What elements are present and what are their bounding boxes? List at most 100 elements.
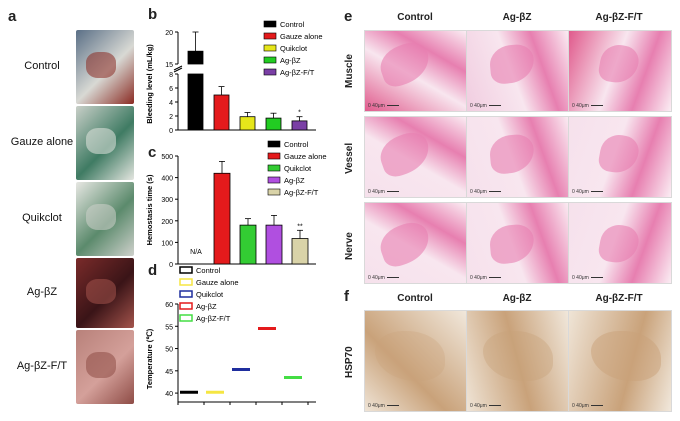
tissue-blob — [375, 331, 445, 381]
hemostasis-chart: 0 100 200 300 400 500 Hemostasis time (s) N/A **… — [145, 140, 327, 269]
bar-0-lower — [187, 73, 204, 131]
y-tick-label: 400 — [161, 176, 173, 183]
legend-swatch-3 — [179, 302, 193, 310]
tissue-blob — [483, 331, 553, 381]
scale-bar: 0 40μm — [470, 275, 501, 281]
he-tile-2-2: 0 40μm — [568, 202, 672, 284]
legend-label-2: Quikclot — [196, 290, 224, 299]
scale-bar-line — [386, 191, 399, 193]
scale-bar: 0 40μm — [368, 403, 399, 409]
row-label-2: Quikclot — [22, 212, 62, 224]
legend-label-0: Control — [284, 140, 309, 149]
photo-3 — [76, 258, 134, 328]
panel-c-letter: c — [148, 144, 157, 161]
axis-break-mark — [173, 65, 183, 71]
tissue-blob — [488, 133, 536, 175]
bleeding-chart: 0 2 4 6 8 15 20 Bleeding level (mL/kg) * Control G… — [145, 20, 323, 135]
tissue-blob — [375, 127, 435, 181]
col-title-1: Ag-βZ — [502, 12, 532, 23]
legend-label-3: Ag-βZ — [196, 302, 217, 311]
col-title-0: Control — [397, 12, 433, 23]
y-tick-label: 0 — [169, 262, 173, 269]
legend-label-4: Ag-βZ-F/T — [284, 188, 319, 197]
temperature-chart: 40 45 50 55 60 Temperature (℃) Control Gauze al… — [145, 266, 316, 405]
legend-swatch-2 — [179, 290, 193, 298]
legend-label-3: Ag-βZ — [280, 56, 301, 65]
tissue-blob — [375, 217, 435, 271]
photo-detail — [86, 204, 116, 231]
tissue-blob — [591, 331, 661, 381]
y-axis-label: Bleeding level (mL/kg) — [145, 44, 154, 124]
y-tick-label: 2 — [169, 114, 173, 121]
scale-bar: 0 40μm — [572, 103, 603, 109]
scale-bar-line — [488, 105, 501, 107]
he-tile-0-2: 0 40μm — [568, 30, 672, 112]
legend-swatch-2 — [263, 44, 277, 52]
photo-detail — [86, 279, 116, 304]
row-label-0: Control — [24, 60, 60, 72]
y-tick-label: 8 — [169, 72, 173, 79]
y-axis-label: Temperature (℃) — [145, 328, 154, 389]
he-tile-1-0: 0 40μm — [364, 116, 468, 198]
legend-label-3: Ag-βZ — [284, 176, 305, 185]
row-title-1: Vessel — [344, 142, 355, 174]
legend-swatch-0 — [263, 20, 277, 28]
scale-bar: 0 40μm — [572, 403, 603, 409]
bar-1 — [213, 94, 230, 131]
tissue-blob — [375, 37, 435, 91]
legend-label-2: Quikclot — [284, 164, 312, 173]
y-tick-label: 55 — [165, 324, 173, 331]
panel-f-letter: f — [344, 288, 349, 305]
y-tick-label: 15 — [165, 62, 173, 69]
photo-detail — [86, 128, 116, 155]
photo-detail — [86, 352, 116, 379]
bar-0-upper — [187, 50, 204, 65]
y-axis-label: Hemostasis time (s) — [145, 174, 154, 245]
ihc-tile-2: 0 40μm — [568, 310, 672, 412]
scale-bar-line — [386, 277, 399, 279]
legend-label-0: Control — [196, 266, 221, 275]
bar-3 — [265, 117, 282, 131]
tissue-blob — [596, 221, 642, 267]
y-tick-label: 300 — [161, 197, 173, 204]
tissue-blob — [488, 223, 536, 265]
legend-label-0: Control — [280, 20, 305, 29]
bar-4 — [291, 238, 309, 265]
legend-swatch-3 — [263, 56, 277, 64]
axis-break-mark — [173, 67, 183, 73]
legend-label-1: Gauze alone — [196, 278, 239, 287]
y-tick-label: 100 — [161, 240, 173, 247]
y-tick-label: 45 — [165, 369, 173, 376]
scale-bar-line — [590, 191, 603, 193]
col-title-1: Ag-βZ — [502, 293, 532, 304]
scale-bar-line — [590, 105, 603, 107]
scale-bar: 0 40μm — [368, 189, 399, 195]
scale-bar-line — [590, 405, 603, 407]
legend-swatch-0 — [267, 140, 281, 148]
col-title-2: Ag-βZ-F/T — [595, 293, 643, 304]
photo-4 — [76, 330, 134, 404]
photo-0 — [76, 30, 134, 104]
ihc-tile-0: 0 40μm — [364, 310, 468, 412]
bar-4 — [291, 120, 308, 131]
y-tick-label: 50 — [165, 347, 173, 354]
scale-bar: 0 40μm — [368, 275, 399, 281]
he-tile-2-0: 0 40μm — [364, 202, 468, 284]
photo-detail — [86, 52, 116, 79]
col-title-2: Ag-βZ-F/T — [595, 12, 643, 23]
row-label-4: Ag-βZ-F/T — [16, 360, 68, 372]
scale-bar: 0 40μm — [572, 275, 603, 281]
y-tick-label: 0 — [169, 128, 173, 135]
row-title-0: Muscle — [344, 54, 355, 88]
scale-bar-line — [386, 405, 399, 407]
legend-label-1: Gauze alone — [284, 152, 327, 161]
scale-bar: 0 40μm — [470, 103, 501, 109]
legend-swatch-3 — [267, 176, 281, 184]
legend-swatch-1 — [267, 152, 281, 160]
row-label-3: Ag-βZ — [26, 286, 58, 298]
photo-1 — [76, 106, 134, 180]
panel-e-letter: e — [344, 8, 353, 25]
photo-2 — [76, 182, 134, 256]
legend-label-4: Ag-βZ-F/T — [280, 68, 315, 77]
